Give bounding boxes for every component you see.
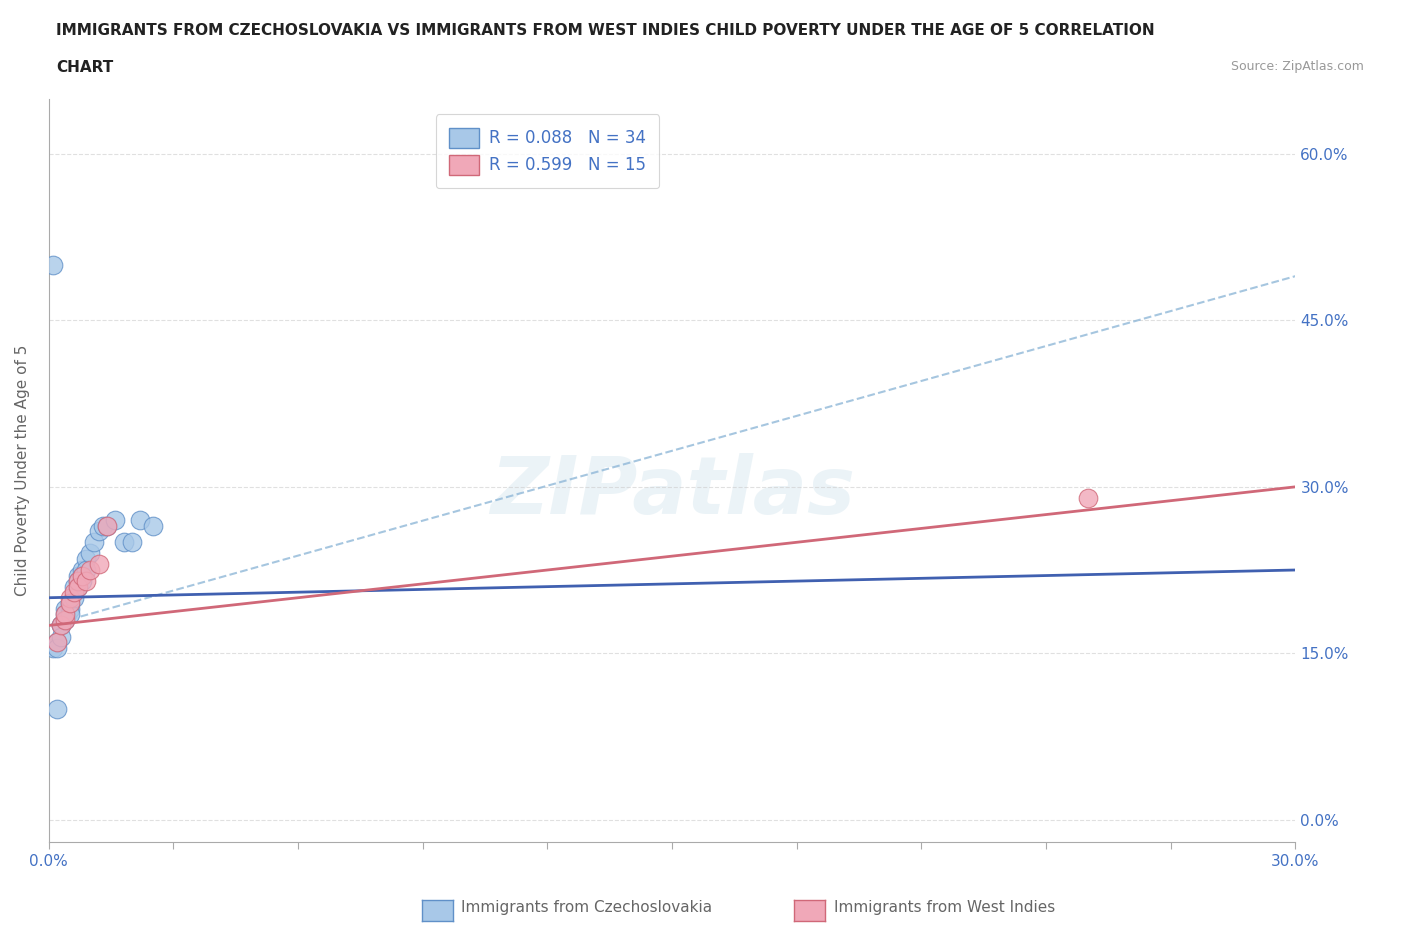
Point bbox=[70, 563, 93, 578]
Point bbox=[70, 568, 93, 583]
Point bbox=[46, 634, 69, 649]
Point bbox=[70, 574, 93, 589]
Point bbox=[87, 524, 110, 538]
Text: Source: ZipAtlas.com: Source: ZipAtlas.com bbox=[1230, 60, 1364, 73]
Point bbox=[58, 596, 80, 611]
Point bbox=[42, 640, 65, 655]
Point bbox=[58, 607, 80, 622]
Text: CHART: CHART bbox=[56, 60, 114, 75]
Point bbox=[87, 557, 110, 572]
Point bbox=[83, 535, 105, 550]
Point bbox=[53, 613, 76, 628]
Text: ZIPatlas: ZIPatlas bbox=[489, 454, 855, 531]
Point bbox=[79, 563, 101, 578]
Point bbox=[96, 518, 118, 533]
Point bbox=[62, 585, 84, 600]
Point bbox=[104, 512, 127, 527]
Point bbox=[91, 518, 114, 533]
Point bbox=[58, 591, 80, 605]
Point bbox=[1077, 490, 1099, 505]
Point bbox=[58, 602, 80, 617]
Point bbox=[75, 563, 97, 578]
Text: IMMIGRANTS FROM CZECHOSLOVAKIA VS IMMIGRANTS FROM WEST INDIES CHILD POVERTY UNDE: IMMIGRANTS FROM CZECHOSLOVAKIA VS IMMIGR… bbox=[56, 23, 1154, 38]
Text: Immigrants from Czechoslovakia: Immigrants from Czechoslovakia bbox=[461, 900, 713, 915]
Point bbox=[66, 579, 89, 594]
Point bbox=[51, 618, 73, 633]
Point bbox=[51, 618, 73, 633]
Point bbox=[46, 640, 69, 655]
Point bbox=[112, 535, 135, 550]
Point bbox=[66, 568, 89, 583]
Point bbox=[62, 579, 84, 594]
Point bbox=[58, 596, 80, 611]
Point bbox=[79, 546, 101, 561]
Point bbox=[42, 258, 65, 272]
Text: Immigrants from West Indies: Immigrants from West Indies bbox=[834, 900, 1054, 915]
Point bbox=[53, 602, 76, 617]
Point bbox=[53, 613, 76, 628]
Point bbox=[129, 512, 152, 527]
Point bbox=[70, 568, 93, 583]
Point bbox=[66, 574, 89, 589]
Point bbox=[96, 518, 118, 533]
Point bbox=[51, 629, 73, 644]
Point bbox=[142, 518, 165, 533]
Point bbox=[46, 701, 69, 716]
Point bbox=[51, 618, 73, 633]
Y-axis label: Child Poverty Under the Age of 5: Child Poverty Under the Age of 5 bbox=[15, 344, 30, 596]
Point bbox=[46, 634, 69, 649]
Point bbox=[66, 574, 89, 589]
Point bbox=[62, 591, 84, 605]
Legend: R = 0.088   N = 34, R = 0.599   N = 15: R = 0.088 N = 34, R = 0.599 N = 15 bbox=[436, 114, 659, 189]
Point bbox=[66, 579, 89, 594]
Point bbox=[53, 607, 76, 622]
Point bbox=[121, 535, 143, 550]
Point bbox=[75, 551, 97, 566]
Point bbox=[53, 607, 76, 622]
Point bbox=[75, 574, 97, 589]
